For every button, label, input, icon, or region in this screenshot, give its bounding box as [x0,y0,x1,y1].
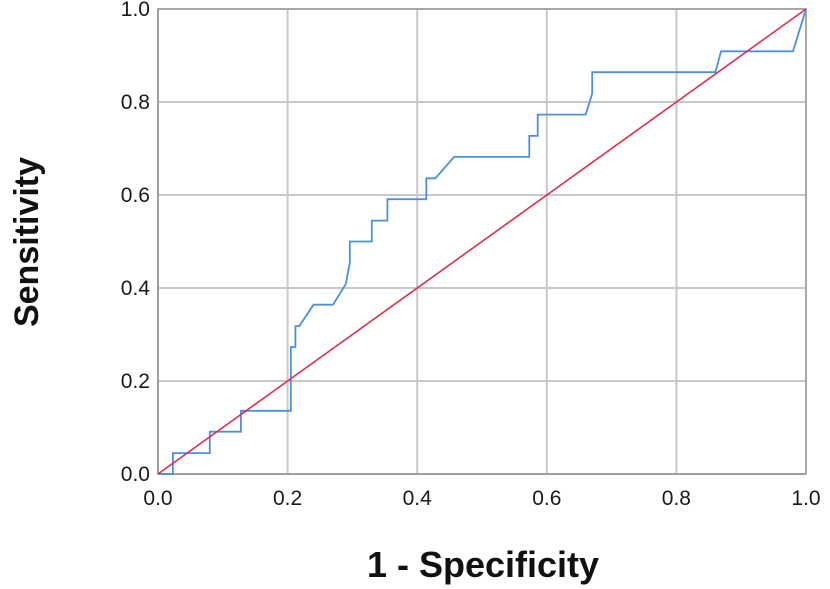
x-tick-label-0: 0.0 [143,487,172,510]
roc-curve [158,8,807,475]
y-tick-label-4: 0.8 [121,91,150,114]
x-tick-label-4: 0.8 [662,487,691,510]
y-tick-label-3: 0.6 [121,184,150,207]
x-tick-label-3: 0.6 [532,487,561,510]
y-tick-label-2: 0.4 [121,277,151,300]
x-tick-label-1: 0.2 [273,487,302,510]
x-tick-label-5: 1.0 [791,487,820,510]
y-axis-title: Sensitivity [8,157,46,327]
y-tick-label-0: 0.0 [121,463,150,486]
y-tick-label-5: 1.0 [121,0,150,21]
x-axis-title: 1 - Specificity [367,544,599,585]
plot-frame [157,8,807,475]
reference-line [157,8,807,475]
grid [157,8,807,475]
y-tick-label-1: 0.2 [121,370,150,393]
series-layer [157,8,807,475]
x-tick-label-2: 0.4 [403,487,433,510]
tick-labels: 0.0 0.2 0.4 0.6 0.8 1.0 0.0 0.2 0.4 0.6 0.8 1.0 [121,0,821,510]
